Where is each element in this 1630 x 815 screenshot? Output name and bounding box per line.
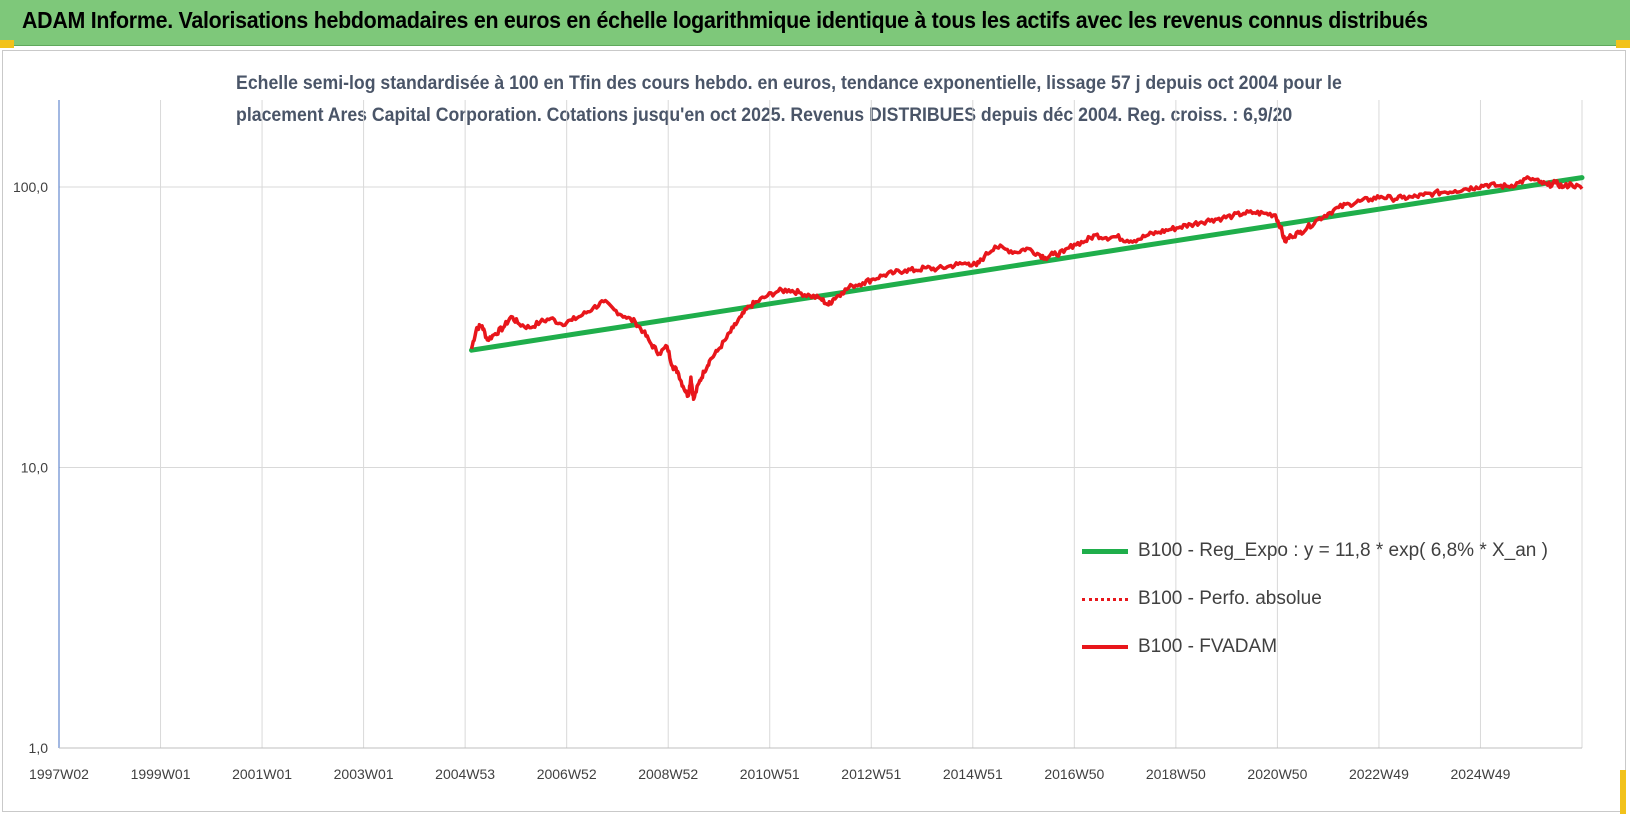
x-tick-label: 2003W01	[334, 766, 394, 782]
legend-item-perfo: B100 - Perfo. absolue	[1082, 588, 1322, 610]
chart-title: Echelle semi-log standardisée à 100 en T…	[236, 68, 1342, 132]
chart-title-line-1: Echelle semi-log standardisée à 100 en T…	[236, 73, 1342, 94]
x-tick-label: 2008W52	[638, 766, 698, 782]
chart-title-line-2: placement Ares Capital Corporation. Cota…	[236, 105, 1293, 126]
page-title: ADAM Informe. Valorisations hebdomadaire…	[22, 7, 1428, 33]
x-tick-label: 2006W52	[537, 766, 597, 782]
x-tick-label: 2014W51	[943, 766, 1003, 782]
legend-item-fvadam: B100 - FVADAM	[1082, 636, 1277, 658]
legend-label-fvadam: B100 - FVADAM	[1138, 636, 1278, 657]
x-tick-label: 2020W50	[1247, 766, 1307, 782]
corner-accent-left	[0, 40, 14, 48]
legend-swatch-regression	[1082, 548, 1128, 554]
y-tick-label: 100,0	[13, 179, 48, 195]
scroll-accent	[1620, 770, 1626, 814]
x-tick-label: 1997W02	[29, 766, 89, 782]
title-banner: ADAM Informe. Valorisations hebdomadaire…	[0, 0, 1630, 46]
x-tick-label: 2018W50	[1146, 766, 1206, 782]
x-tick-label: 2012W51	[841, 766, 901, 782]
series-regression-line	[469, 175, 1585, 353]
series-fvadam-line	[469, 175, 1584, 402]
x-tick-label: 1999W01	[131, 766, 191, 782]
x-tick-label: 2004W53	[435, 766, 495, 782]
y-tick-label: 1,0	[29, 740, 49, 756]
x-tick-label: 2024W49	[1450, 766, 1510, 782]
chart-area	[2, 50, 1626, 812]
x-tick-label: 2022W49	[1349, 766, 1409, 782]
corner-accent-right	[1616, 40, 1630, 48]
y-tick-label: 10,0	[21, 460, 48, 476]
x-tick-label: 2010W51	[740, 766, 800, 782]
legend-label-regression: B100 - Reg_Expo : y = 11,8 * exp( 6,8% *…	[1138, 540, 1548, 561]
x-tick-label: 2001W01	[232, 766, 292, 782]
x-tick-label: 2016W50	[1044, 766, 1104, 782]
legend-label-perfo: B100 - Perfo. absolue	[1138, 588, 1322, 609]
legend-item-regression: B100 - Reg_Expo : y = 11,8 * exp( 6,8% *…	[1082, 540, 1548, 562]
legend-swatch-perfo	[1082, 597, 1128, 601]
legend-swatch-fvadam	[1082, 645, 1128, 649]
